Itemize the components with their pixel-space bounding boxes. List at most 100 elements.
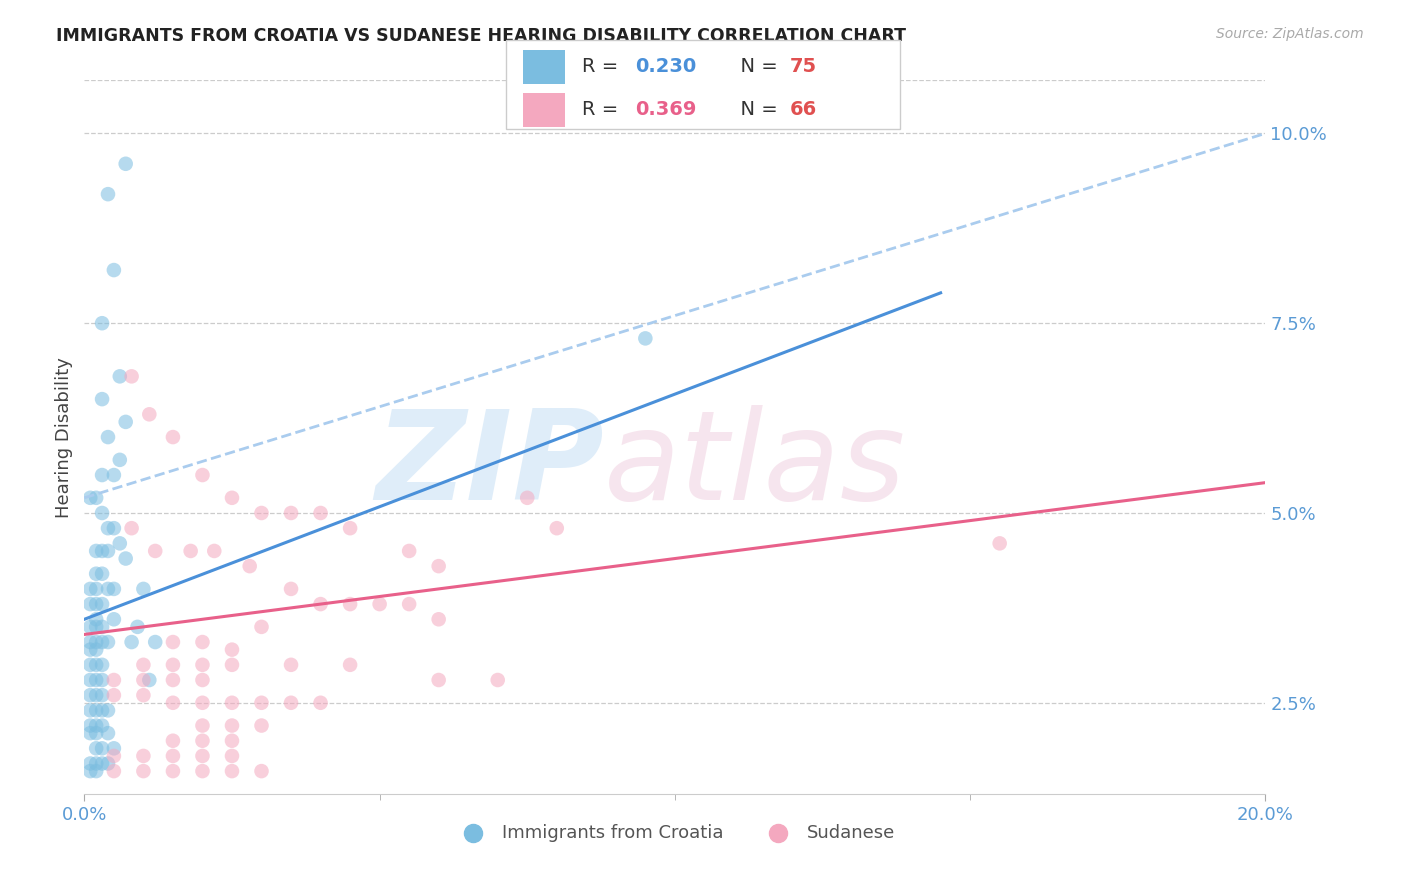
- Point: [91, 620, 114, 634]
- Point: [180, 544, 202, 558]
- Point: [486, 673, 509, 687]
- Point: [84, 491, 107, 505]
- Point: [280, 696, 302, 710]
- Text: 75: 75: [790, 57, 817, 77]
- Point: [103, 582, 125, 596]
- Point: [191, 748, 214, 763]
- Point: [103, 764, 125, 778]
- Text: N =: N =: [728, 100, 785, 120]
- Point: [91, 544, 114, 558]
- Point: [398, 544, 420, 558]
- Point: [309, 597, 332, 611]
- Point: [221, 491, 243, 505]
- Point: [132, 673, 155, 687]
- Point: [103, 521, 125, 535]
- Point: [127, 620, 149, 634]
- Point: [84, 635, 107, 649]
- Point: [121, 369, 143, 384]
- Point: [339, 521, 361, 535]
- Point: [84, 764, 107, 778]
- Point: [191, 696, 214, 710]
- Point: [309, 696, 332, 710]
- Point: [91, 741, 114, 756]
- Point: [132, 764, 155, 778]
- Point: [97, 430, 120, 444]
- Point: [202, 544, 225, 558]
- Point: [280, 657, 302, 672]
- Point: [79, 673, 101, 687]
- Point: [103, 673, 125, 687]
- Text: R =: R =: [582, 57, 624, 77]
- Text: Source: ZipAtlas.com: Source: ZipAtlas.com: [1216, 27, 1364, 41]
- Point: [191, 733, 214, 747]
- Point: [239, 559, 262, 574]
- Y-axis label: Hearing Disability: Hearing Disability: [55, 357, 73, 517]
- Point: [132, 582, 155, 596]
- Point: [162, 748, 184, 763]
- Point: [97, 544, 120, 558]
- Point: [97, 703, 120, 717]
- Point: [516, 491, 538, 505]
- Point: [221, 696, 243, 710]
- Point: [143, 635, 166, 649]
- Point: [114, 157, 136, 171]
- Point: [91, 688, 114, 702]
- Point: [103, 263, 125, 277]
- Point: [988, 536, 1011, 550]
- Point: [191, 673, 214, 687]
- Point: [114, 551, 136, 566]
- Point: [108, 453, 131, 467]
- Point: [79, 620, 101, 634]
- Point: [221, 748, 243, 763]
- Point: [103, 748, 125, 763]
- Point: [221, 657, 243, 672]
- Text: atlas: atlas: [605, 405, 905, 526]
- Point: [91, 392, 114, 406]
- Point: [191, 718, 214, 732]
- Point: [634, 331, 657, 345]
- Point: [97, 187, 120, 202]
- Point: [546, 521, 568, 535]
- Point: [368, 597, 391, 611]
- Point: [84, 688, 107, 702]
- Point: [309, 506, 332, 520]
- Point: [91, 635, 114, 649]
- Point: [162, 733, 184, 747]
- Point: [84, 718, 107, 732]
- Point: [339, 597, 361, 611]
- Point: [91, 657, 114, 672]
- Point: [79, 718, 101, 732]
- Point: [79, 597, 101, 611]
- Point: [162, 764, 184, 778]
- Text: 66: 66: [790, 100, 817, 120]
- Text: 0.369: 0.369: [636, 100, 697, 120]
- Point: [91, 756, 114, 771]
- Point: [132, 657, 155, 672]
- Point: [97, 582, 120, 596]
- Point: [138, 407, 160, 421]
- Point: [103, 612, 125, 626]
- Point: [84, 620, 107, 634]
- Point: [427, 673, 450, 687]
- Point: [97, 756, 120, 771]
- Point: [91, 703, 114, 717]
- Point: [91, 566, 114, 581]
- Point: [221, 642, 243, 657]
- Point: [84, 657, 107, 672]
- Point: [427, 559, 450, 574]
- Point: [84, 741, 107, 756]
- Point: [250, 718, 273, 732]
- Point: [339, 657, 361, 672]
- Point: [138, 673, 160, 687]
- Point: [280, 582, 302, 596]
- Point: [79, 582, 101, 596]
- Point: [79, 635, 101, 649]
- Point: [84, 642, 107, 657]
- Point: [84, 566, 107, 581]
- Point: [79, 726, 101, 740]
- Point: [221, 718, 243, 732]
- Point: [162, 430, 184, 444]
- Point: [84, 597, 107, 611]
- Point: [162, 635, 184, 649]
- Point: [398, 597, 420, 611]
